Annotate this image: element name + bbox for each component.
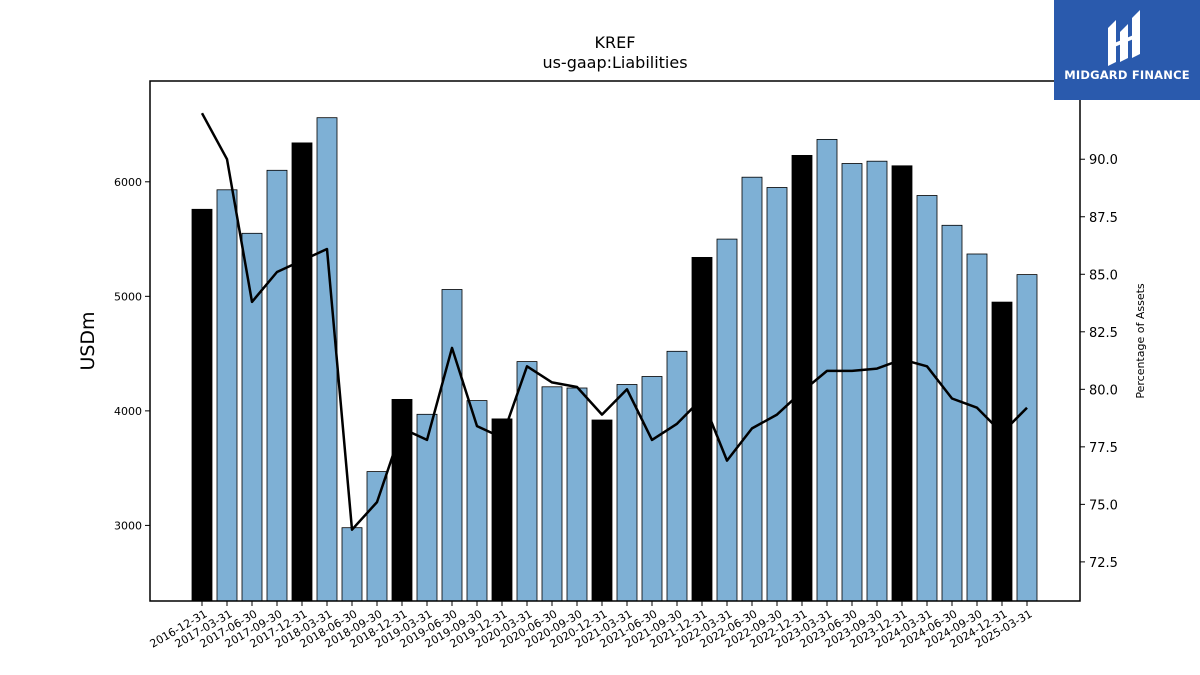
- bar-2022-03-31: [716, 238, 738, 602]
- chart-title: KREF: [595, 33, 636, 52]
- line-series: [200, 112, 1028, 531]
- bar-2019-03-31: [416, 413, 438, 602]
- y-tick-label: 5000: [114, 290, 142, 303]
- y2-tick-label: 82.5: [1089, 326, 1118, 341]
- bar-2022-12-31: [791, 154, 813, 602]
- bar-2021-06-30: [641, 376, 663, 602]
- y2-tick-label: 80.0: [1089, 383, 1118, 398]
- y-tick-label: 4000: [114, 405, 142, 418]
- bar-2022-09-30: [766, 187, 788, 602]
- y2-tick-label: 87.5: [1089, 211, 1118, 226]
- bar-2018-03-31: [316, 117, 338, 602]
- bar-2024-03-31: [916, 195, 938, 602]
- midgard-finance-logo: MIDGARD FINANCE: [1054, 0, 1200, 100]
- y-axis-left: 3000 4000 5000 6000: [114, 176, 150, 532]
- bar-2024-09-30: [966, 253, 988, 602]
- bar-2025-03-31: [1016, 274, 1038, 602]
- y2-tick-label: 85.0: [1089, 268, 1118, 283]
- bar-2016-12-31: [191, 208, 213, 602]
- bar-2018-09-30: [366, 471, 388, 602]
- y-axis-label: USDm: [77, 311, 99, 370]
- y-tick-label: 3000: [114, 519, 142, 532]
- bar-2023-12-31: [891, 165, 913, 602]
- x-axis: 2016-12-312017-03-312017-06-302017-09-30…: [148, 601, 1035, 651]
- bar-2017-06-30: [241, 232, 263, 602]
- bar-2022-06-30: [741, 176, 763, 602]
- y2-tick-label: 72.5: [1089, 556, 1118, 571]
- bar-2021-12-31: [691, 256, 713, 602]
- y-axis-right: 72.5 75.0 77.5 80.0 82.5 85.0 87.5 90.0: [1080, 153, 1118, 571]
- bar-2020-06-30: [541, 386, 563, 602]
- y2-tick-label: 75.0: [1089, 498, 1118, 513]
- bar-2023-06-30: [841, 163, 863, 602]
- y2-axis-label: Percentage of Assets: [1134, 283, 1147, 399]
- y2-tick-label: 77.5: [1089, 441, 1118, 456]
- bar-2024-12-31: [991, 301, 1013, 602]
- chart-subtitle: us-gaap:Liabilities: [542, 53, 687, 72]
- bar-2021-03-31: [616, 384, 638, 602]
- y2-tick-label: 90.0: [1089, 153, 1118, 168]
- bar-2021-09-30: [666, 350, 688, 602]
- bar-2017-09-30: [266, 169, 288, 602]
- bar-2020-09-30: [566, 387, 588, 602]
- bar-2020-03-31: [516, 361, 538, 602]
- plot-frame: [149, 80, 1081, 602]
- bar-2019-06-30: [441, 289, 463, 602]
- logo-text: MIDGARD FINANCE: [1064, 68, 1190, 82]
- bar-2018-06-30: [341, 527, 363, 602]
- bar-2017-03-31: [216, 189, 238, 602]
- midgard-logo-mark-icon: [1108, 10, 1140, 66]
- bar-series: [191, 117, 1038, 602]
- bar-2017-12-31: [291, 142, 313, 602]
- bar-2023-09-30: [866, 160, 888, 602]
- bar-2020-12-31: [591, 419, 613, 602]
- y-tick-label: 6000: [114, 176, 142, 189]
- bar-2024-06-30: [941, 224, 963, 602]
- percentage-line: [200, 112, 1028, 531]
- bar-2019-12-31: [491, 418, 513, 602]
